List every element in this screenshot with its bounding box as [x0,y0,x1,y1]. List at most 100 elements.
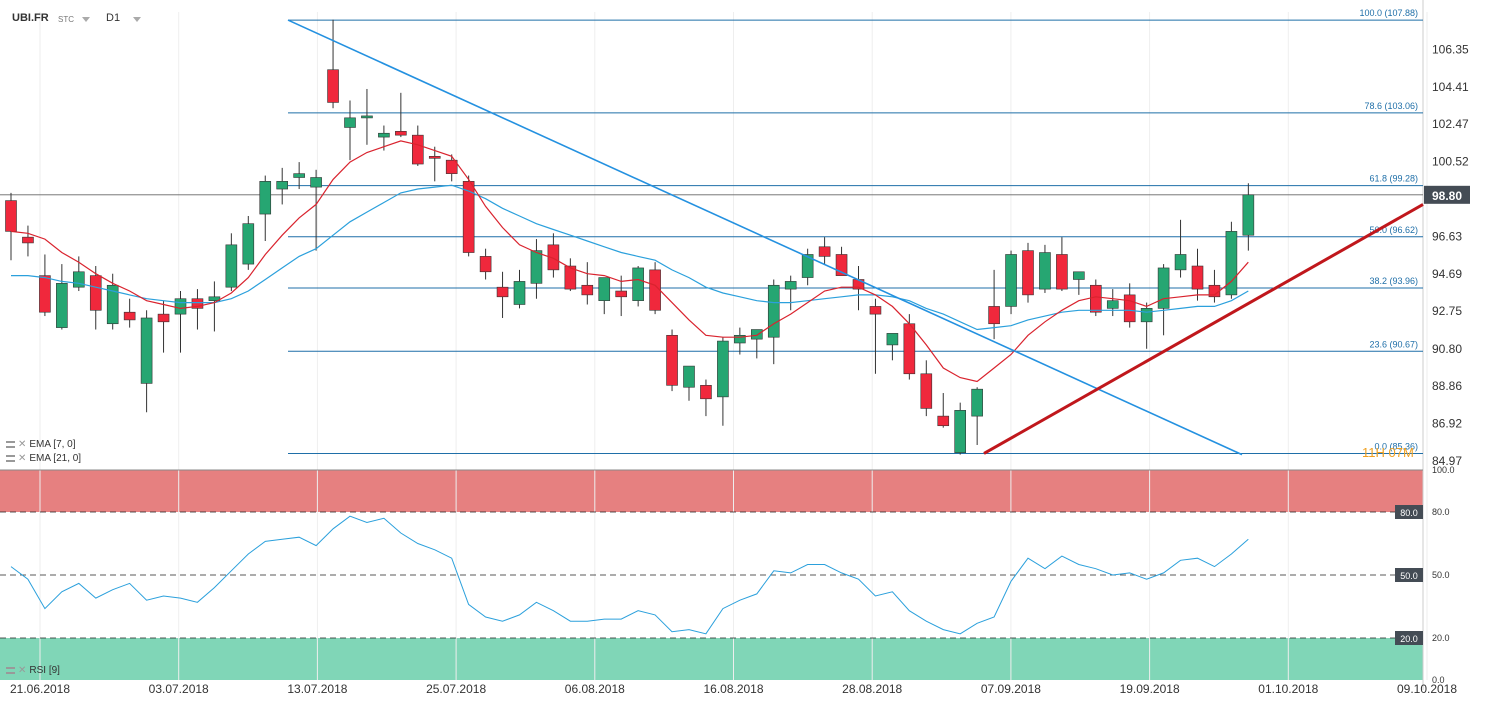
symbol-dropdown-icon[interactable] [82,17,90,22]
bullish-candle [361,115,373,119]
rsi-oversold-zone [0,638,1423,680]
rsi-level-badge [1395,568,1423,582]
bearish-candle [869,306,882,315]
bearish-candle [835,254,848,276]
fibonacci-retracement[interactable]: 100.0 (107.88) 78.6 (103.06) 61.8 (99.28) 5… [0,8,1423,454]
bearish-candle [1090,284,1102,313]
bullish-candle [1039,252,1051,290]
bullish-candle [225,244,238,288]
bullish-candle [801,254,814,278]
bullish-candle [886,333,899,346]
fib-level-label: 78.6 (103.06) [1364,101,1418,111]
close-icon[interactable]: ✕ [18,453,27,464]
close-icon[interactable]: ✕ [18,665,27,676]
bullish-candle [1174,254,1187,271]
bullish-candle [1106,300,1119,309]
date-tick-label: 09.10.2018 [1397,682,1457,696]
ema-slow-line [11,184,1249,331]
bullish-candle [378,132,390,138]
bearish-candle [988,306,1000,325]
bearish-candle [22,236,34,244]
bearish-candle [123,311,136,321]
legend-rsi-label: RSI [9] [29,665,60,676]
price-tick-label: 88.86 [1432,379,1462,393]
bearish-candle [581,284,594,296]
close-icon[interactable]: ✕ [18,439,27,450]
bearish-candle [1056,254,1068,290]
price-tick-label: 90.80 [1432,342,1462,356]
bearish-candle [327,69,339,103]
bearish-candle [428,156,441,159]
price-tick-label: 94.69 [1432,267,1462,281]
bullish-candle [140,317,153,384]
bullish-candle [56,283,68,328]
price-tick-label: 84.97 [1432,454,1462,468]
rsi-zones [0,470,1423,680]
bearish-candle [39,275,51,313]
ema-fast-line [10,140,1249,383]
list-icon [6,455,15,462]
bearish-candle [395,131,407,136]
bearish-candle [903,323,916,375]
date-tick-label: 28.08.2018 [842,682,902,696]
price-tick-label: 86.92 [1432,416,1462,430]
date-tick-label: 25.07.2018 [426,682,486,696]
timeframe-dropdown-icon[interactable] [133,17,141,22]
bullish-candle [1225,231,1238,296]
bearish-candle [818,246,831,257]
bullish-candle [208,296,221,301]
fib-level-label: 61.8 (99.28) [1369,174,1418,184]
bullish-candle [344,117,356,128]
instrument-symbol[interactable]: UBI.FR [12,12,49,24]
ema-lines [10,140,1249,383]
bullish-candle [1157,267,1170,309]
price-tick-label: 100.52 [1432,155,1469,169]
bullish-candle [971,388,983,417]
timeframe-selector[interactable]: D1 [106,12,121,24]
bullish-candle [750,329,763,340]
rsi-level-badge [1395,505,1423,519]
candle-countdown: 11H 07M [1362,445,1414,460]
date-axis[interactable]: 21.06.2018 03.07.2018 13.07.2018 25.07.2018… [10,682,1457,696]
rsi-panel: 80.0 50.0 20.0 [0,505,1423,645]
trendlines[interactable] [287,19,1424,456]
legend-ema-slow[interactable]: ✕ EMA [21, 0] [6,453,81,464]
bearish-candle [666,334,678,386]
bullish-candle [598,277,611,301]
rsi-line [10,515,1249,635]
bullish-candle [293,173,305,178]
bullish-candle [784,281,797,290]
rsi-level-badge-label: 50.0 [1400,571,1418,581]
bullish-candle [73,271,85,288]
rsi-level-badge-label: 20.0 [1400,634,1418,644]
legend-rsi[interactable]: ✕ RSI [9] [6,665,60,676]
bullish-candle [1140,308,1153,323]
bearish-candle [649,269,661,311]
rsi-tick-label: 0.0 [1432,675,1445,685]
bullish-candle [767,284,780,338]
bullish-candle [1242,194,1255,236]
instrument-type: STC [58,15,74,24]
bullish-candle [259,181,272,215]
legend-ema-fast-label: EMA [7, 0] [29,439,76,450]
price-tick-label: 104.41 [1432,80,1469,94]
rsi-overbought-zone [0,470,1423,512]
bearish-candle [1022,250,1034,296]
bullish-candle [717,340,729,398]
last-price-marker: 98.80 11H 07M [1362,185,1470,460]
price-tick-label: 96.63 [1432,230,1462,244]
gridlines [0,0,1428,690]
last-price-label: 98.80 [1432,189,1462,203]
last-price-badge [1424,185,1470,204]
date-tick-label: 16.08.2018 [703,682,763,696]
bearish-candle [445,159,458,174]
price-axis[interactable]: 106.35104.41102.47100.5298.5896.6394.699… [1432,43,1469,685]
list-icon [6,667,15,674]
bullish-candle [734,334,746,344]
rsi-tick-label: 20.0 [1432,633,1450,643]
date-tick-label: 01.10.2018 [1258,682,1318,696]
legend-ema-fast[interactable]: ✕ EMA [7, 0] [6,439,76,450]
date-tick-label: 19.09.2018 [1120,682,1180,696]
bullish-candle [174,298,187,315]
